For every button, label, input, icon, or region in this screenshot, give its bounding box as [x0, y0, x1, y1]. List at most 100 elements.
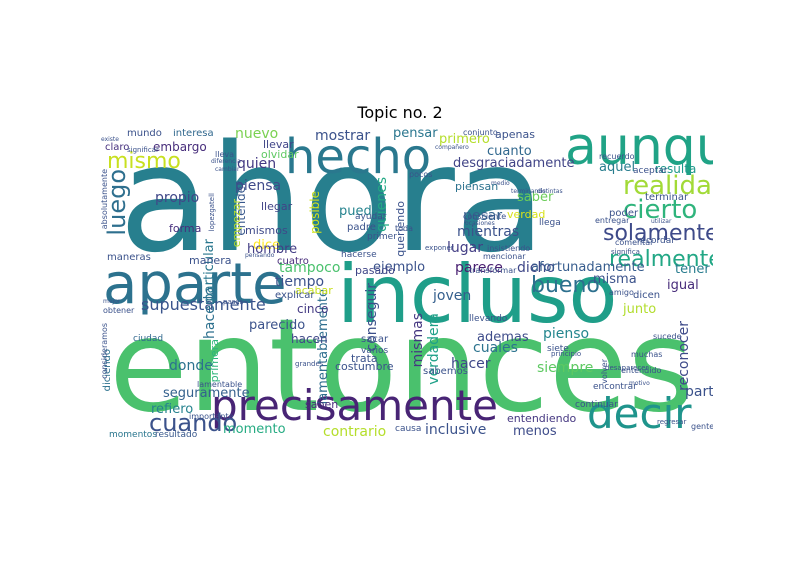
word-exponer: exponer	[425, 244, 454, 252]
word-propio: propio	[155, 190, 200, 206]
plot-title: Topic no. 2	[357, 103, 443, 122]
word-llevando: llevando	[469, 314, 508, 324]
word-hacer: hacer	[451, 356, 491, 372]
word-quien: quien	[237, 156, 277, 172]
word-mientras: mientras	[457, 224, 520, 240]
word-solamente: solamente	[603, 221, 713, 246]
word-explicar: explicar	[275, 290, 315, 301]
word-toda: toda	[395, 224, 414, 233]
word-cierto: cierto	[623, 195, 698, 225]
word-maneras: maneras	[107, 252, 151, 263]
word-insistiendo: insistiendo	[487, 244, 531, 253]
word-amigo: amigo	[609, 288, 634, 297]
word-pensando: pensando	[245, 252, 275, 259]
word-desaparecer: desaparecer	[605, 364, 649, 372]
word-parte: parte	[685, 384, 713, 400]
word-pesar: pesar	[463, 208, 503, 224]
word-mejor: mejor	[103, 298, 121, 305]
word-lopezgatell: lopezgatell	[208, 193, 216, 232]
word-trata: trata	[351, 352, 378, 365]
word-momentos: momentos	[109, 430, 158, 440]
word-poder: poder	[609, 208, 639, 219]
word-llega: llega	[539, 218, 561, 228]
word-igual: igual	[667, 278, 699, 293]
word-lleva: lleva	[215, 150, 235, 159]
word-contrario: contrario	[323, 424, 387, 439]
word-importante: importante	[189, 412, 234, 421]
word-ahora: ahora	[119, 129, 546, 285]
word-comentar: comentar	[615, 238, 654, 247]
word-costumbre: costumbre	[335, 360, 394, 373]
word-sucede: sucede	[653, 332, 682, 341]
word-cinco: cinco	[297, 302, 329, 316]
word-entonces: entonces	[109, 292, 695, 439]
word-verdad: verdad	[507, 208, 546, 221]
word-cuales: cuales	[473, 340, 518, 356]
word-utilizar: utilizar	[651, 218, 672, 225]
word-padre: padre	[347, 222, 376, 233]
word-pasar: pasar	[223, 298, 243, 306]
word-acabar: acabar	[295, 284, 333, 297]
word-primera: primera	[208, 339, 221, 383]
word-interesa: interesa	[173, 129, 214, 139]
word-tiempo: tiempo	[275, 274, 325, 290]
word-mismo: mismo	[107, 149, 181, 174]
word-encontrar: encontrar	[593, 382, 637, 392]
word-entendiendo: entendiendo	[507, 412, 577, 425]
word-mismos: mismos	[245, 224, 288, 237]
word-significar: significar	[127, 146, 159, 154]
word-llevar: llevar	[263, 138, 294, 151]
word-lamentable: lamentable	[197, 380, 243, 389]
word-momento: momento	[223, 422, 286, 437]
word-regresar: regresar	[657, 418, 687, 426]
word-tampoco: tampoco	[279, 260, 341, 276]
word-piensa: piensa	[235, 178, 282, 194]
word-terminando: terminando	[511, 188, 546, 195]
word-varios: varios	[361, 346, 389, 356]
word-conjunto: conjunto	[463, 129, 498, 137]
word-donde: donde	[169, 358, 213, 374]
word-puede: puede	[339, 204, 380, 219]
word-ademas: ademas	[477, 330, 529, 345]
word-bueno: bueno	[531, 273, 600, 298]
word-incluso: incluso	[337, 248, 618, 341]
word-causa: causa	[395, 424, 422, 434]
word-cuando: cuando	[149, 409, 238, 437]
word-joven: joven	[433, 288, 472, 304]
word-absolutamente: absolutamente	[100, 169, 109, 230]
word-decir: decir	[587, 389, 692, 438]
word-empezar: empezar	[230, 199, 243, 248]
word-continuar: continuar	[575, 400, 618, 410]
word-parece: parece	[455, 260, 503, 276]
word-pocos: pocos	[409, 170, 433, 179]
word-refiero: refiero	[151, 402, 194, 417]
word-pasado: pasado	[355, 264, 395, 277]
word-ocasiones: ocasiones	[465, 220, 495, 227]
word-transformar: transformar	[469, 266, 517, 275]
word-ayudar: ayudar	[355, 212, 387, 222]
word-pienso: pienso	[543, 326, 590, 342]
word-sabemos: sabemos	[423, 366, 468, 377]
word-recuerdo: recuerdo	[599, 152, 635, 161]
word-primero: primero	[439, 132, 490, 147]
word-hacerse: hacerse	[341, 250, 377, 260]
word-tener: tener	[675, 262, 710, 277]
word-claro: claro	[105, 142, 130, 153]
word-seguramente: seguramente	[163, 386, 250, 401]
word-supuestamente: supuestamente	[141, 295, 266, 314]
word-distintas: distintas	[537, 188, 563, 195]
word-entendido: entendido	[621, 366, 662, 375]
word-grandes: grandes	[295, 360, 324, 368]
word-manera: manera	[189, 254, 232, 267]
word-siete: siete	[547, 344, 569, 354]
word-obtener: obtener	[103, 306, 135, 315]
word-pensar: pensar	[393, 129, 438, 141]
word-menos: menos	[513, 424, 557, 439]
word-nuevo: nuevo	[235, 129, 279, 142]
word-companero: compañero	[435, 144, 469, 151]
word-existe: existe	[101, 136, 119, 143]
word-ejemplo: ejemplo	[373, 260, 426, 275]
word-aparte: aparte	[103, 252, 287, 317]
